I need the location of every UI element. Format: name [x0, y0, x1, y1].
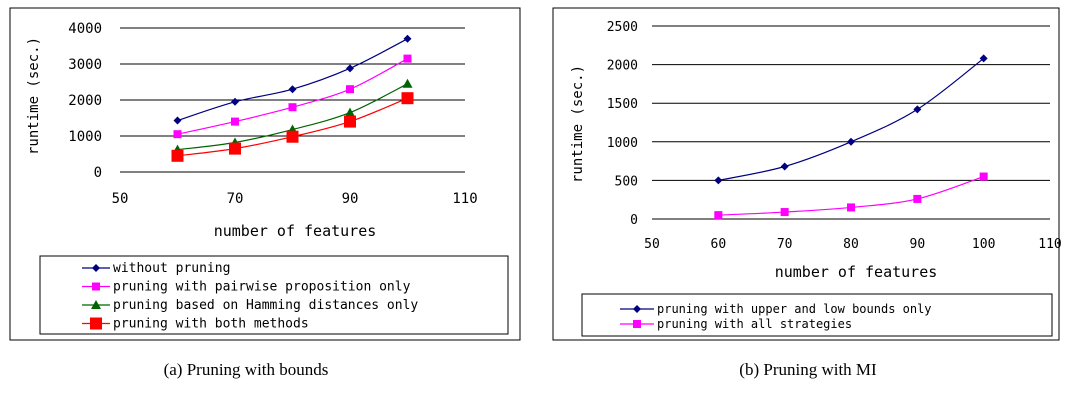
- chart-b-series: [714, 54, 988, 220]
- legend-label: pruning based on Hamming distances only: [113, 298, 418, 313]
- legend-label: without pruning: [113, 261, 230, 276]
- data-point: [171, 149, 184, 162]
- data-point: [714, 211, 723, 220]
- chart-a-legend: without pruning pruning with pairwise pro…: [82, 261, 418, 332]
- data-point: [780, 162, 789, 171]
- legend-marker: [633, 320, 641, 328]
- y-tick-label: 4000: [68, 21, 102, 37]
- caption-b: (b) Pruning with MI: [739, 360, 877, 379]
- data-point: [780, 208, 789, 217]
- y-tick-label: 0: [94, 165, 102, 181]
- x-tick-label: 110: [452, 191, 477, 207]
- data-point: [402, 78, 413, 88]
- chart-a-y-axis-label: runtime (sec.): [26, 37, 42, 155]
- chart-a-x-axis-label: number of features: [214, 222, 377, 240]
- data-point: [913, 105, 922, 114]
- data-point: [286, 130, 299, 143]
- chart-b-y-tick-labels: 0 500 1000 1500 2000 2500: [607, 20, 638, 228]
- data-point: [346, 64, 354, 73]
- chart-a-x-tick-labels: 50 70 90 110: [112, 191, 478, 207]
- y-tick-label: 1000: [607, 136, 638, 151]
- chart-b-plot-area: [652, 26, 1050, 219]
- data-point: [173, 130, 182, 139]
- data-point: [913, 194, 922, 203]
- chart-b: 0 500 1000 1500 2000 2500 50 60 70 80 90 100 110 ru…: [552, 7, 1062, 341]
- x-tick-label: 50: [112, 191, 129, 207]
- legend-marker: [92, 264, 100, 272]
- data-point: [847, 137, 855, 146]
- legend-marker: [91, 300, 101, 309]
- y-tick-label: 2500: [607, 20, 638, 35]
- data-point: [847, 203, 855, 212]
- data-point: [979, 54, 988, 63]
- y-tick-label: 0: [630, 213, 638, 228]
- legend-marker: [633, 305, 641, 313]
- data-point: [173, 116, 182, 125]
- chart-b-legend-box: [581, 293, 1053, 337]
- data-point: [288, 103, 297, 112]
- y-tick-label: 3000: [68, 57, 102, 73]
- data-point: [288, 85, 297, 94]
- data-point: [401, 92, 414, 105]
- y-tick-label: 1000: [68, 129, 102, 145]
- chart-a: 0 1000 2000 3000 4000 50 70 90 110 runtime (sec…: [9, 7, 521, 341]
- data-point: [344, 115, 356, 128]
- data-point: [231, 117, 239, 126]
- x-tick-label: 90: [910, 237, 926, 252]
- chart-a-series: [171, 34, 414, 162]
- data-point: [345, 107, 355, 117]
- chart-b-x-tick-labels: 50 60 70 80 90 100 110: [644, 237, 1062, 252]
- data-point: [229, 142, 241, 155]
- data-point: [403, 34, 412, 43]
- legend-label: pruning with upper and low bounds only: [657, 302, 932, 316]
- data-point: [403, 54, 412, 63]
- x-tick-label: 70: [777, 237, 793, 252]
- data-point: [979, 172, 988, 181]
- chart-b-y-axis-label: runtime (sec.): [570, 65, 586, 183]
- data-point: [346, 85, 354, 94]
- legend-label: pruning with pairwise proposition only: [113, 280, 411, 295]
- x-tick-label: 80: [843, 237, 859, 252]
- data-point: [231, 97, 239, 106]
- y-tick-label: 500: [615, 174, 638, 189]
- x-tick-label: 100: [972, 237, 995, 252]
- caption-a: (a) Pruning with bounds: [163, 360, 329, 379]
- x-tick-label: 110: [1038, 237, 1061, 252]
- y-tick-label: 2000: [607, 59, 638, 74]
- chart-b-x-axis-label: number of features: [775, 263, 938, 281]
- data-point: [714, 176, 723, 185]
- x-tick-label: 60: [711, 237, 727, 252]
- chart-a-legend-box: [39, 255, 509, 335]
- chart-b-legend: pruning with upper and low bounds onlypr…: [620, 302, 932, 331]
- x-tick-label: 50: [644, 237, 660, 252]
- legend-label: pruning with all strategies: [657, 317, 852, 331]
- legend-marker: [90, 317, 102, 330]
- x-tick-label: 90: [342, 191, 359, 207]
- y-tick-label: 2000: [68, 93, 102, 109]
- x-tick-label: 70: [227, 191, 244, 207]
- chart-a-y-tick-labels: 0 1000 2000 3000 4000: [68, 21, 102, 181]
- legend-marker: [92, 282, 100, 291]
- legend-label: pruning with both methods: [113, 317, 309, 332]
- y-tick-label: 1500: [607, 97, 638, 112]
